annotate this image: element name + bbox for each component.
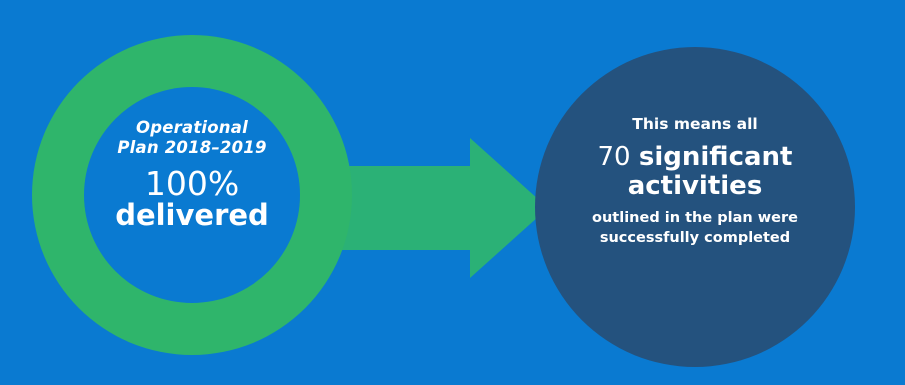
activities-label: activities (627, 171, 763, 201)
activity-count: 70 (597, 142, 631, 172)
plan-label-line-2: Plan 2018–2019 (117, 138, 267, 157)
percent-value: 100% (144, 164, 240, 203)
intro-text: This means all (632, 115, 758, 133)
plan-label-line-1: Operational (136, 118, 248, 137)
summary-circle (535, 47, 855, 367)
arrow-shape (300, 138, 548, 278)
count-line: 70 significant (545, 142, 845, 172)
delivered-label: delivered (115, 198, 269, 232)
circle-text-block: This means all 70 significant activities… (545, 114, 845, 248)
progress-ring-inner (84, 87, 300, 303)
ring-text-block: Operational Plan 2018–2019 100% delivere… (77, 118, 307, 230)
outlined-line-1: outlined in the plan were (592, 210, 798, 226)
outlined-line-2: successfully completed (599, 230, 791, 246)
count-word: significant (638, 142, 793, 172)
